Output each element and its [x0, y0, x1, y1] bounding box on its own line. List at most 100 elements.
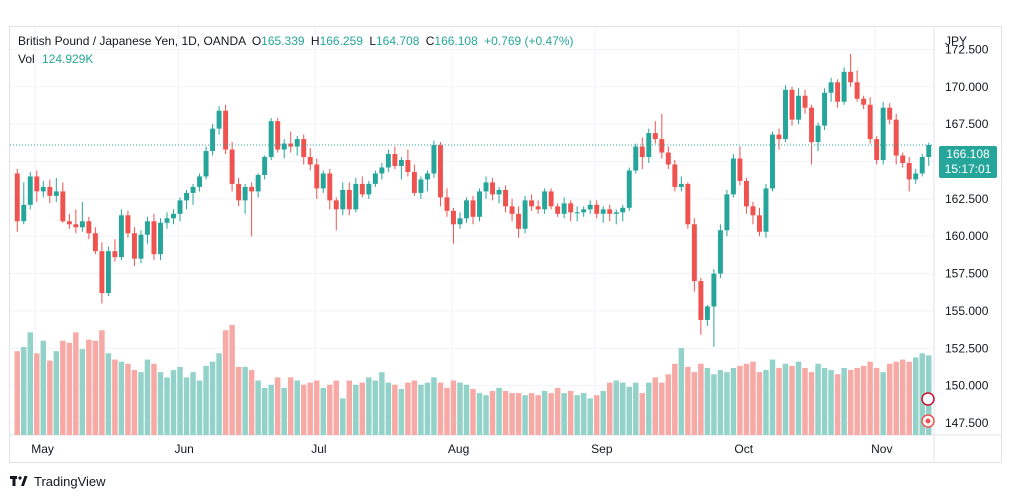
candle-body[interactable] — [815, 125, 821, 143]
candle-body[interactable] — [887, 107, 893, 120]
candle-body[interactable] — [346, 189, 352, 210]
candle-body[interactable] — [138, 234, 144, 259]
candle-body[interactable] — [522, 200, 528, 229]
candle-body[interactable] — [457, 218, 463, 225]
candle-body[interactable] — [626, 170, 632, 208]
candle-body[interactable] — [190, 186, 196, 193]
symbol-title[interactable]: British Pound / Japanese Yen, 1D, OANDA — [18, 34, 246, 48]
candle-body[interactable] — [14, 173, 20, 222]
candle-body[interactable] — [867, 104, 873, 140]
candle-body[interactable] — [21, 204, 27, 222]
candle-body[interactable] — [53, 191, 59, 196]
candle-body[interactable] — [913, 173, 919, 180]
candle-body[interactable] — [854, 82, 860, 99]
candle-body[interactable] — [158, 222, 163, 255]
candle-body[interactable] — [529, 200, 535, 207]
footer[interactable]: TradingView — [10, 472, 106, 490]
candle-body[interactable] — [919, 157, 925, 174]
candle-body[interactable] — [900, 155, 906, 163]
candle-body[interactable] — [281, 143, 287, 150]
candle-body[interactable] — [320, 173, 326, 189]
candle-body[interactable] — [411, 171, 417, 193]
candle-body[interactable] — [392, 154, 398, 166]
candle-body[interactable] — [424, 173, 430, 180]
candle-body[interactable] — [594, 204, 600, 214]
candle-body[interactable] — [268, 121, 274, 158]
candle-body[interactable] — [262, 157, 268, 175]
candle-body[interactable] — [288, 143, 294, 147]
candle-body[interactable] — [444, 197, 450, 211]
candle-body[interactable] — [27, 176, 33, 205]
candle-body[interactable] — [450, 210, 456, 225]
candle-body[interactable] — [177, 200, 183, 214]
candle-body[interactable] — [542, 191, 548, 210]
candle-body[interactable] — [366, 183, 372, 195]
candle-body[interactable] — [307, 157, 313, 165]
candle-body[interactable] — [333, 200, 339, 210]
candle-body[interactable] — [236, 183, 242, 201]
candle-body[interactable] — [659, 139, 665, 153]
candle-body[interactable] — [776, 134, 782, 140]
candle-body[interactable] — [34, 176, 40, 192]
candle-body[interactable] — [574, 212, 580, 214]
candle-body[interactable] — [665, 152, 671, 165]
candle-body[interactable] — [704, 306, 710, 320]
candle-body[interactable] — [327, 173, 333, 201]
candle-body[interactable] — [685, 183, 691, 225]
candle-body[interactable] — [197, 176, 203, 187]
candle-body[interactable] — [587, 204, 593, 210]
candle-body[interactable] — [861, 98, 867, 105]
candle-body[interactable] — [509, 206, 515, 214]
candle-body[interactable] — [639, 146, 645, 158]
candle-body[interactable] — [99, 251, 105, 294]
candle-body[interactable] — [359, 183, 365, 195]
candle-body[interactable] — [809, 107, 815, 143]
candle-body[interactable] — [503, 189, 509, 207]
candle-body[interactable] — [770, 134, 775, 189]
candle-body[interactable] — [633, 146, 639, 171]
candle-body[interactable] — [418, 179, 424, 193]
candle-body[interactable] — [353, 183, 359, 210]
candle-body[interactable] — [40, 186, 46, 192]
candle-body[interactable] — [164, 218, 170, 223]
candle-body[interactable] — [477, 191, 482, 217]
candle-body[interactable] — [66, 221, 72, 225]
candle-body[interactable] — [796, 95, 802, 120]
candle-body[interactable] — [568, 203, 574, 213]
candle-body[interactable] — [496, 189, 502, 195]
candle-body[interactable] — [249, 186, 255, 192]
candle-body[interactable] — [802, 95, 808, 108]
candle-body[interactable] — [385, 154, 391, 168]
candle-body[interactable] — [47, 186, 53, 196]
candle-body[interactable] — [216, 110, 222, 129]
candle-body[interactable] — [874, 139, 880, 161]
candle-body[interactable] — [750, 206, 756, 216]
candle-body[interactable] — [893, 119, 899, 156]
candle-body[interactable] — [275, 121, 281, 150]
candle-body[interactable] — [73, 224, 79, 228]
candle-body[interactable] — [314, 164, 320, 189]
candle-body[interactable] — [835, 82, 841, 102]
candle-body[interactable] — [828, 82, 834, 93]
candle-body[interactable] — [431, 145, 437, 174]
candle-body[interactable] — [607, 209, 613, 214]
candle-body[interactable] — [490, 182, 496, 195]
candle-body[interactable] — [737, 158, 743, 181]
candle-body[interactable] — [483, 182, 489, 192]
candle-body[interactable] — [548, 191, 554, 207]
candle-body[interactable] — [880, 107, 886, 161]
candle-body[interactable] — [691, 224, 697, 282]
candle-body[interactable] — [672, 164, 678, 187]
candle-body[interactable] — [743, 180, 749, 207]
candle-body[interactable] — [144, 221, 150, 235]
candle-body[interactable] — [340, 189, 346, 210]
candle-body[interactable] — [717, 230, 723, 274]
candle-body[interactable] — [763, 188, 769, 232]
candle-body[interactable] — [105, 251, 111, 294]
candle-body[interactable] — [464, 200, 469, 219]
candle-body[interactable] — [678, 183, 684, 187]
candle-body[interactable] — [724, 194, 730, 231]
candle-body[interactable] — [86, 221, 92, 234]
candle-body[interactable] — [561, 203, 567, 214]
